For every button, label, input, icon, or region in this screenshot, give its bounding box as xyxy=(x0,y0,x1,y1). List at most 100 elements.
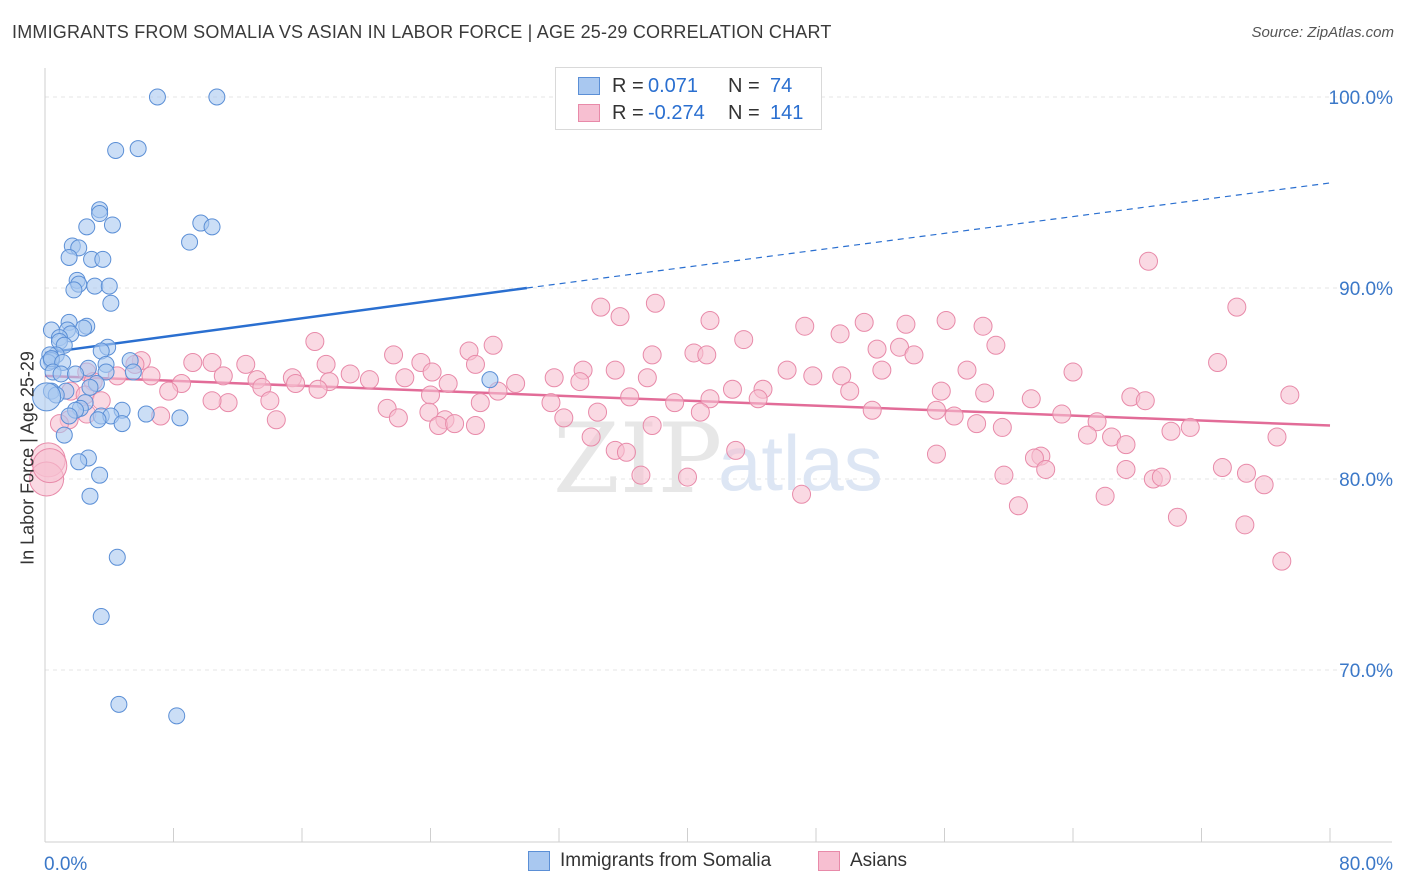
point-asians xyxy=(544,368,564,388)
point-somalia xyxy=(32,382,62,412)
point-asians xyxy=(605,360,625,380)
legend-swatch-asians xyxy=(578,104,600,122)
point-asians xyxy=(236,354,256,374)
point-asians xyxy=(570,372,590,392)
point-asians xyxy=(734,330,754,350)
y-axis-label: In Labor Force | Age 25-29 xyxy=(17,351,38,565)
point-somalia xyxy=(137,405,155,423)
point-somalia xyxy=(67,365,85,383)
point-somalia xyxy=(100,277,118,295)
point-asians xyxy=(665,393,685,413)
point-asians xyxy=(1227,297,1247,317)
point-asians xyxy=(340,364,360,384)
point-somalia xyxy=(103,216,121,234)
point-asians xyxy=(1138,251,1158,271)
point-asians xyxy=(429,416,449,436)
point-asians xyxy=(690,402,710,422)
point-asians xyxy=(388,408,408,428)
point-asians xyxy=(1180,417,1200,437)
point-asians xyxy=(854,312,874,332)
point-asians xyxy=(1235,515,1255,535)
point-asians xyxy=(610,307,630,327)
point-somalia xyxy=(481,371,499,389)
point-somalia xyxy=(91,466,109,484)
point-asians xyxy=(1021,389,1041,409)
point-asians xyxy=(620,387,640,407)
point-asians xyxy=(1116,435,1136,455)
point-somalia xyxy=(52,365,70,383)
point-asians xyxy=(992,417,1012,437)
point-asians xyxy=(795,316,815,336)
point-asians xyxy=(159,381,179,401)
point-asians xyxy=(91,391,111,411)
point-somalia xyxy=(181,233,199,251)
point-asians xyxy=(483,335,503,355)
point-asians xyxy=(748,389,768,409)
point-somalia xyxy=(171,409,189,427)
point-asians xyxy=(1095,486,1115,506)
point-asians xyxy=(697,345,717,365)
legend-label-somalia: Immigrants from Somalia xyxy=(560,850,772,871)
legend-swatch-somalia xyxy=(578,77,600,95)
point-asians xyxy=(1077,425,1097,445)
y-tick-label-90: 90.0% xyxy=(1339,279,1393,300)
point-somalia xyxy=(65,281,83,299)
point-asians xyxy=(1208,352,1228,372)
legend-r-value: 0.071 xyxy=(648,74,699,97)
points-asians xyxy=(29,251,1300,571)
point-asians xyxy=(260,391,280,411)
point-asians xyxy=(465,354,485,374)
point-asians xyxy=(183,352,203,372)
legend-item-somalia[interactable]: Immigrants from Somalia xyxy=(528,850,771,872)
point-asians xyxy=(832,366,852,386)
point-asians xyxy=(470,393,490,413)
point-asians xyxy=(944,406,964,426)
point-asians xyxy=(994,465,1014,485)
point-asians xyxy=(840,381,860,401)
point-somalia xyxy=(70,453,88,471)
point-asians xyxy=(1236,463,1256,483)
point-asians xyxy=(1151,467,1171,487)
point-somalia xyxy=(60,407,78,425)
stats-legend: R = 0.071 N = 74 R = -0.274 N = 141 xyxy=(555,67,822,130)
point-asians xyxy=(1254,475,1274,495)
point-asians xyxy=(305,331,325,351)
trend-line-somalia xyxy=(44,182,1331,355)
legend-label-asians: Asians xyxy=(850,850,908,871)
page-title: IMMIGRANTS FROM SOMALIA VS ASIAN IN LABO… xyxy=(12,22,832,42)
point-asians xyxy=(896,314,916,334)
point-asians xyxy=(202,352,222,372)
point-asians xyxy=(286,374,306,393)
legend-row-somalia: R = 0.071 N = 74 xyxy=(578,73,810,99)
point-asians xyxy=(384,345,404,365)
x-tick-label-max: 80.0% xyxy=(1339,854,1393,875)
point-asians xyxy=(986,335,1006,355)
point-asians xyxy=(1024,448,1044,468)
legend-item-asians[interactable]: Asians xyxy=(818,850,907,872)
point-asians xyxy=(213,366,233,386)
point-somalia xyxy=(110,695,128,713)
point-somalia xyxy=(86,277,104,295)
y-tick-label-80: 80.0% xyxy=(1339,470,1393,491)
legend-row-asians: R = -0.274 N = 141 xyxy=(578,100,810,126)
legend-n-value: 74 xyxy=(770,74,793,97)
point-asians xyxy=(931,381,951,401)
legend-n-value: 141 xyxy=(770,101,804,124)
legend-swatch-asians xyxy=(818,851,840,871)
point-somalia xyxy=(129,140,147,158)
point-somalia xyxy=(108,548,126,566)
point-asians xyxy=(872,360,892,380)
trend-somalia-dashed xyxy=(526,182,1331,289)
x-tick-label-min: 0.0% xyxy=(44,854,87,875)
point-somalia xyxy=(208,88,226,106)
point-asians xyxy=(266,410,286,430)
legend-n-label: N = xyxy=(728,74,760,97)
point-asians xyxy=(726,440,746,460)
point-asians xyxy=(1167,507,1187,527)
point-somalia xyxy=(97,363,115,381)
point-somalia xyxy=(102,294,120,312)
point-asians xyxy=(645,293,665,313)
point-asians xyxy=(904,345,924,365)
point-asians xyxy=(867,339,887,359)
point-asians xyxy=(1280,385,1300,405)
